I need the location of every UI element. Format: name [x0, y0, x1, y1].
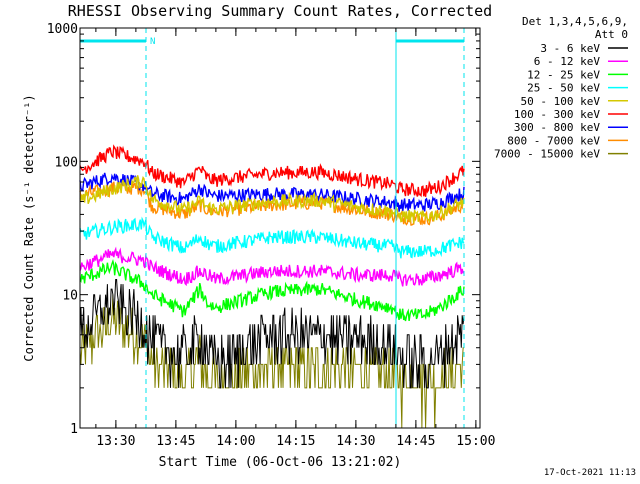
series-line-5 — [79, 175, 465, 224]
x-tick-label-6: 14:45 — [396, 434, 435, 449]
legend-label-9: 7000 - 15000 keV — [494, 148, 600, 161]
legend-header-line-1: Det 1,3,4,5,6,9, — [522, 15, 628, 28]
x-tick-label-7: 15:00 — [456, 434, 495, 449]
y-tick-label-4: 1000 — [47, 22, 78, 37]
legend-label-6: 100 - 300 keV — [514, 108, 600, 121]
legend-label-3: 12 - 25 keV — [527, 68, 600, 81]
flag-label-1: N — [150, 37, 155, 47]
series-line-3 — [79, 258, 465, 322]
x-tick-label-2: 13:45 — [156, 434, 195, 449]
x-tick-label-5: 14:30 — [336, 434, 375, 449]
x-axis-label: Start Time (06-Oct-06 13:21:02) — [159, 455, 402, 470]
legend-label-8: 800 - 7000 keV — [507, 134, 600, 147]
legend-label-5: 50 - 100 keV — [521, 95, 601, 108]
series-line-2 — [79, 246, 465, 287]
y-axis-label: Corrected Count Rate (s⁻¹ detector⁻¹) — [22, 94, 36, 361]
x-tick-label-4: 14:15 — [276, 434, 315, 449]
y-tick-label-2: 10 — [62, 289, 78, 304]
x-tick-label-1: 13:30 — [96, 434, 135, 449]
legend-label-1: 3 - 6 keV — [540, 42, 600, 55]
legend-label-2: 6 - 12 keV — [534, 55, 601, 68]
footer-timestamp: 17-Oct-2021 11:13 — [544, 468, 636, 478]
chart-title: RHESSI Observing Summary Count Rates, Co… — [68, 2, 492, 20]
y-tick-label-1: 1 — [70, 422, 78, 437]
y-tick-label-3: 100 — [55, 155, 78, 170]
x-tick-label-3: 14:00 — [216, 434, 255, 449]
series-line-4 — [79, 216, 465, 259]
series-line-1 — [79, 279, 465, 389]
legend-label-7: 300 - 800 keV — [514, 121, 600, 134]
plot-frame — [79, 27, 481, 429]
series-line-6 — [79, 144, 465, 198]
axes: 1 10 100 1000 13:30 13:45 14:00 14:15 14:30 14:45… — [47, 22, 496, 449]
legend-header-line-2: Att 0 — [595, 28, 628, 41]
legend-label-4: 25 - 50 keV — [527, 82, 600, 95]
